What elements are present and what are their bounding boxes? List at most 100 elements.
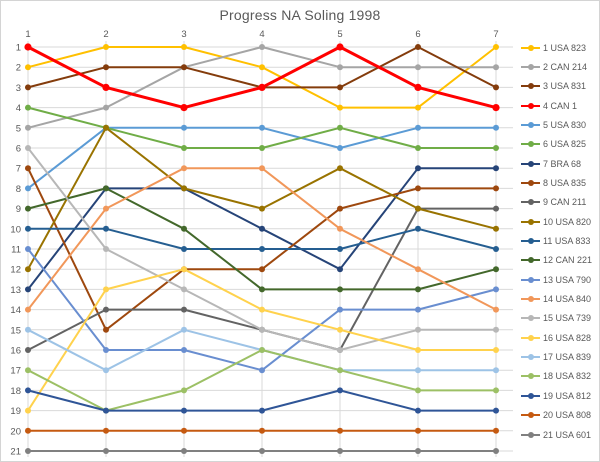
data-point-marker: [415, 347, 421, 353]
data-point-marker: [103, 407, 109, 414]
data-point-marker: [259, 225, 265, 232]
x-tick-label: 4: [259, 29, 264, 40]
data-point-marker: [103, 44, 109, 50]
legend-item[interactable]: 4 CAN 1: [521, 99, 577, 113]
data-point-marker: [181, 407, 187, 414]
chart-title[interactable]: Progress NA Soling 1998: [219, 7, 381, 23]
data-point-marker: [259, 326, 265, 333]
data-point-marker: [493, 448, 499, 454]
data-point-marker: [25, 347, 31, 353]
data-point-marker: [493, 246, 499, 252]
legend-dot-icon: [528, 373, 534, 380]
y-tick-label: 16: [10, 346, 21, 357]
data-point-marker: [493, 84, 499, 91]
legend-marker-icon: [521, 373, 540, 380]
legend-item[interactable]: 8 USA 835: [521, 176, 586, 190]
data-point-marker: [25, 387, 31, 394]
legend-item-label: 12 CAN 221: [543, 255, 593, 266]
y-tick-label: 4: [16, 103, 21, 114]
y-tick-label: 8: [16, 184, 21, 195]
data-point-marker: [25, 306, 31, 313]
y-tick-label: 9: [16, 204, 21, 215]
data-point-marker: [415, 326, 421, 333]
data-point-marker: [25, 367, 31, 374]
y-tick-label: 15: [10, 325, 21, 336]
legend-item[interactable]: 19 USA 812: [521, 389, 591, 403]
data-point-marker: [103, 185, 109, 192]
data-point-marker: [259, 427, 265, 434]
data-point-marker: [181, 347, 187, 353]
legend-marker-icon: [521, 392, 540, 399]
data-point-marker: [415, 367, 421, 374]
legend-item[interactable]: 16 USA 828: [521, 331, 591, 345]
data-point-marker: [103, 286, 109, 293]
legend-item[interactable]: 12 CAN 221: [521, 253, 592, 267]
data-point-marker: [181, 145, 187, 151]
data-point-marker: [25, 145, 31, 151]
y-tick-label: 17: [10, 366, 21, 377]
data-point-marker: [25, 104, 31, 111]
data-point-marker: [415, 205, 421, 212]
legend-item[interactable]: 10 USA 820: [521, 215, 591, 229]
legend-item[interactable]: 5 USA 830: [521, 118, 586, 132]
legend-item-label: 19 USA 812: [543, 390, 592, 401]
data-point-marker: [103, 427, 109, 434]
data-point-marker: [493, 205, 499, 212]
y-tick-label: 18: [10, 386, 21, 397]
legend-item[interactable]: 9 CAN 211: [521, 195, 586, 209]
legend-item[interactable]: 18 USA 832: [521, 369, 591, 383]
legend-item[interactable]: 17 USA 839: [521, 350, 591, 364]
legend-item-label: 15 USA 739: [543, 313, 592, 324]
legend-item-label: 13 USA 790: [543, 274, 592, 285]
data-point-marker: [337, 145, 343, 151]
legend-item[interactable]: 21 USA 601: [521, 428, 591, 442]
legend-item[interactable]: 2 CAN 214: [521, 60, 587, 74]
legend-dot-icon: [528, 296, 534, 303]
legend-item[interactable]: 13 USA 790: [521, 273, 591, 287]
legend-item[interactable]: 6 USA 825: [521, 137, 586, 151]
legend-item[interactable]: 15 USA 739: [521, 311, 591, 325]
legend-marker-icon: [521, 257, 540, 264]
legend-marker-icon: [521, 179, 540, 186]
legend-marker-icon: [521, 102, 540, 109]
y-tick-label: 12: [10, 265, 21, 276]
data-point-marker: [103, 448, 109, 454]
data-point-marker: [415, 64, 421, 71]
legend-item-label: 3 USA 831: [543, 81, 587, 92]
data-point-marker: [259, 286, 265, 293]
legend-item[interactable]: 14 USA 840: [521, 292, 591, 306]
data-point-marker: [415, 104, 421, 111]
legend-item-label: 6 USA 825: [543, 139, 587, 150]
legend-item-label: 8 USA 835: [543, 177, 587, 188]
data-point-marker: [493, 427, 499, 434]
data-point-marker: [180, 104, 188, 112]
data-point-marker: [337, 165, 343, 172]
data-point-marker: [415, 145, 421, 151]
data-point-marker: [181, 306, 187, 313]
legend-dot-icon: [528, 392, 534, 399]
legend-marker-icon: [521, 63, 540, 70]
legend-item[interactable]: 7 BRA 68: [521, 157, 581, 171]
data-point-marker: [415, 387, 421, 394]
legend-item-label: 10 USA 820: [543, 216, 592, 227]
legend-item-label: 1 USA 823: [543, 42, 587, 53]
data-point-marker: [103, 64, 109, 71]
data-point-marker: [493, 347, 499, 353]
data-point-marker: [181, 387, 187, 394]
legend-item[interactable]: 11 USA 833: [521, 234, 590, 248]
data-point-marker: [493, 165, 499, 172]
legend-item-label: 20 USA 808: [543, 410, 592, 421]
legend-dot-icon: [528, 63, 534, 70]
data-point-marker: [25, 225, 31, 232]
data-point-marker: [415, 124, 421, 131]
legend-item[interactable]: 3 USA 831: [521, 79, 586, 93]
legend-item-label: 11 USA 833: [543, 236, 591, 246]
legend-marker-icon: [521, 354, 540, 361]
legend-item[interactable]: 20 USA 808: [521, 408, 591, 422]
legend-marker-icon: [521, 276, 540, 283]
legend-item-label: 4 CAN 1: [543, 100, 578, 111]
data-point-marker: [493, 286, 499, 293]
legend-item-label: 16 USA 828: [543, 332, 592, 343]
legend-item[interactable]: 1 USA 823: [521, 41, 586, 55]
